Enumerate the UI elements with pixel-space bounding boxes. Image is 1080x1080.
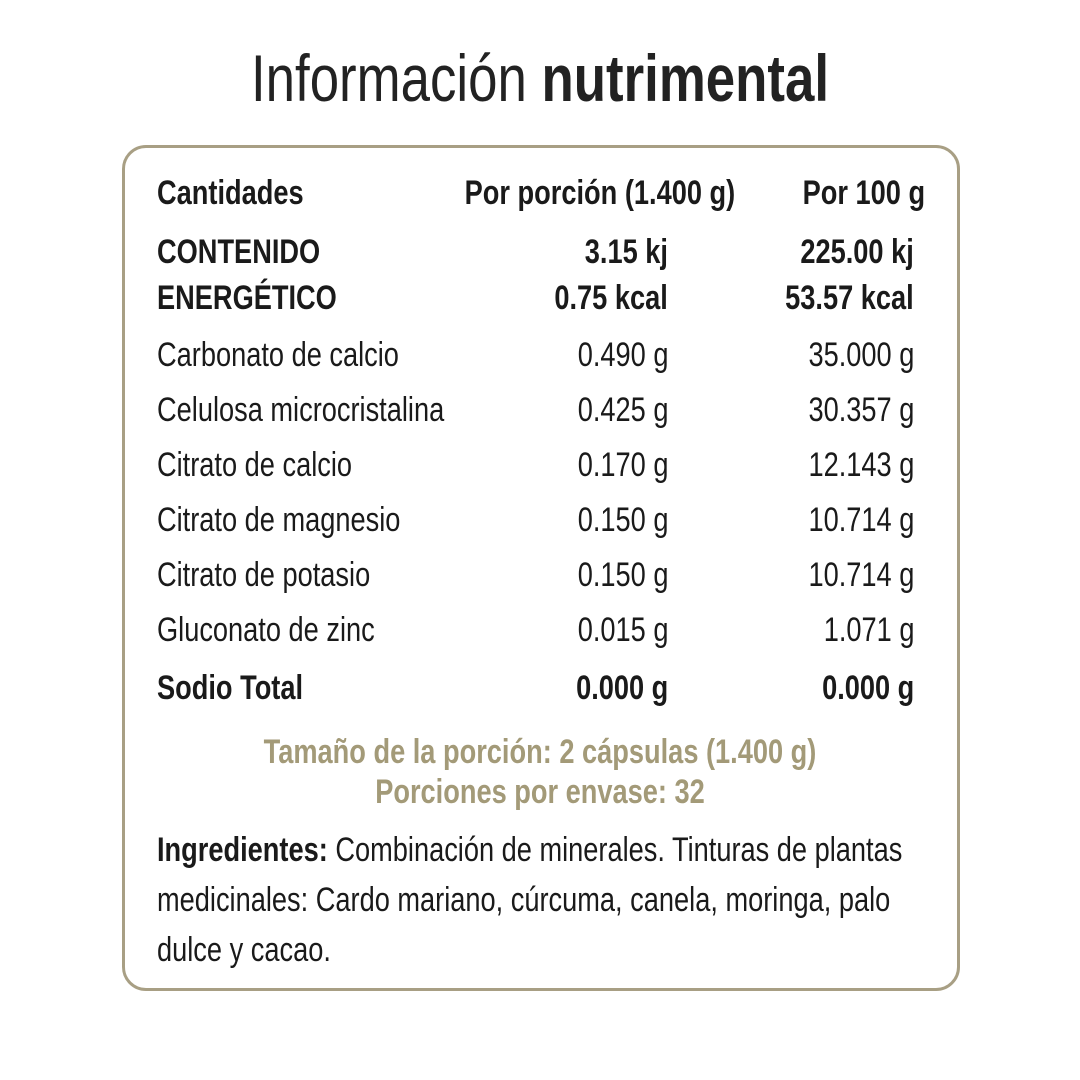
row-label: Citrato de magnesio (157, 501, 401, 539)
title: Información nutrimental (108, 45, 972, 111)
column-header: Por porción (1.400 g) (464, 174, 735, 212)
column-header: Cantidades (157, 174, 304, 212)
total-label: Sodio Total (157, 669, 304, 707)
energy-per-portion: 0.75 kcal (554, 279, 668, 317)
title-light: Información (250, 41, 527, 115)
energy-per-100g: 53.57 kcal (785, 279, 914, 317)
row-label: Gluconato de zinc (157, 611, 375, 649)
ingredients: Ingredientes: Combinación de minerales. … (157, 825, 929, 975)
ingredients-label: Ingredientes: (157, 831, 328, 869)
per-100g: 10.714 g (808, 556, 914, 594)
servings-per-package: Porciones por envase: 32 (375, 773, 705, 811)
row-label: Carbonato de calcio (157, 336, 399, 374)
label-frame (122, 145, 960, 991)
per-portion: 0.150 g (577, 501, 668, 539)
per-100g: 30.357 g (808, 391, 914, 429)
per-portion: 0.170 g (577, 446, 668, 484)
total-per-100g: 0.000 g (821, 669, 914, 707)
energy-label: ENERGÉTICO (157, 279, 337, 317)
row-label: Celulosa microcristalina (157, 391, 445, 429)
row-label: Citrato de calcio (157, 446, 353, 484)
per-portion: 0.425 g (577, 391, 668, 429)
ingredients-text: Combinación de minerales. Tinturas de pl… (157, 831, 903, 969)
per-100g: 1.071 g (823, 611, 914, 649)
total-per-portion: 0.000 g (575, 669, 668, 707)
title-bold: nutrimental (541, 41, 830, 115)
row-label: Citrato de potasio (157, 556, 371, 594)
serving-size: Tamaño de la porción: 2 cápsulas (1.400 … (263, 733, 817, 771)
column-header: Por 100 g (802, 174, 925, 212)
per-portion: 0.150 g (577, 556, 668, 594)
per-portion: 0.015 g (577, 611, 668, 649)
energy-per-portion: 3.15 kj (584, 233, 668, 271)
energy-per-100g: 225.00 kj (800, 233, 914, 271)
per-100g: 10.714 g (808, 501, 914, 539)
per-100g: 12.143 g (808, 446, 914, 484)
energy-label: CONTENIDO (157, 233, 321, 271)
per-portion: 0.490 g (577, 336, 668, 374)
per-100g: 35.000 g (808, 336, 914, 374)
